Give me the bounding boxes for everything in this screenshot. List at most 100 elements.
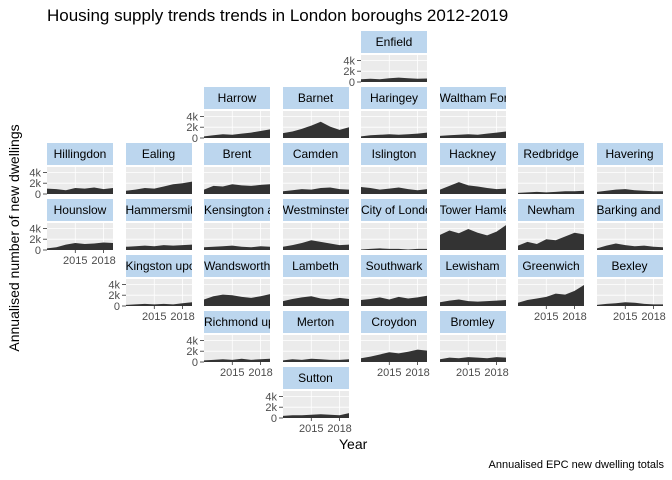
x-axis-title: Year [339, 436, 368, 452]
facet-strip-label: Brent [204, 143, 270, 165]
x-tick-label: 2015 [377, 367, 401, 379]
facet-barking-and-dagenham: Barking and Dagenham [596, 199, 663, 250]
x-axis: 2015 2018 [63, 250, 116, 267]
facet-strip-label: Barnet [282, 87, 349, 109]
facet-plot [282, 335, 349, 362]
facet-strip-label: Westminster [282, 199, 349, 221]
facet-newham: Newham [518, 199, 584, 250]
facet-strip-label: Havering [596, 143, 663, 165]
area-series-merton [282, 358, 349, 362]
area-series-richmond-upon-thames [204, 358, 270, 362]
y-tick-label: 0 [35, 245, 41, 257]
facet-havering: Havering [596, 143, 663, 194]
facet-city-of-london: City of London [361, 199, 427, 250]
x-axis: 2015 2018 [299, 418, 351, 435]
area-series-wandsworth [204, 294, 270, 306]
facet-plot [204, 111, 270, 138]
facet-plot [47, 223, 113, 250]
facet-redbridge: Redbridge [518, 143, 584, 194]
area-series-lewisham [439, 299, 506, 306]
facet-kensington-and-chelsea: Kensington and Chelsea [204, 199, 270, 250]
x-tick-label: 2015 [299, 423, 323, 435]
facet-plot [361, 279, 427, 306]
y-tick-label: 0 [270, 413, 276, 425]
x-axis: 2015 2018 [220, 362, 273, 379]
plot-background [518, 167, 584, 194]
facet-strip-label: Bromley [439, 311, 506, 333]
facet-strip-label: Ealing [125, 143, 192, 165]
area-series-bromley [439, 357, 506, 362]
facet-hackney: Hackney [439, 143, 506, 194]
facet-croydon: Croydon [361, 311, 427, 362]
facet-plot [125, 223, 192, 250]
y-tick-label: 4k [186, 111, 198, 123]
plot-background [282, 391, 349, 418]
facet-plot [204, 279, 270, 306]
x-tick-label: 2018 [327, 423, 351, 435]
facet-kingston-upon-thames: Kingston upon Thames [125, 255, 192, 306]
x-tick-label: 2015 [613, 311, 637, 323]
facet-plot [361, 335, 427, 362]
area-series-city-of-london [361, 248, 427, 250]
facet-brent: Brent [204, 143, 270, 194]
area-series-islington [361, 186, 427, 194]
facet-strip-label: Redbridge [518, 143, 584, 165]
plot-background [282, 335, 349, 362]
facet-richmond-upon-thames: Richmond upon Thames [204, 311, 270, 362]
y-tick-label: 2k [29, 178, 41, 190]
facet-plot [282, 279, 349, 306]
plot-background [361, 223, 427, 250]
x-tick-label: 2015 [456, 367, 480, 379]
facet-lambeth: Lambeth [282, 255, 349, 306]
facet-plot [596, 167, 663, 194]
facet-plot [282, 167, 349, 194]
area-series-havering [596, 189, 663, 194]
facet-strip-label: Kingston upon Thames [125, 255, 192, 277]
y-tick-label: 2k [108, 290, 120, 302]
plot-background [596, 167, 663, 194]
area-series-waltham-forest [439, 131, 506, 138]
facet-plot [125, 167, 192, 194]
facet-strip-label: Lewisham [439, 255, 506, 277]
facet-strip-label: Harrow [204, 87, 270, 109]
area-series-croydon [361, 349, 427, 362]
x-axis: 2015 2018 [142, 306, 194, 323]
y-tick-label: 0 [35, 189, 41, 201]
area-series-haringey [361, 132, 427, 138]
facet-plot [361, 55, 427, 82]
facet-plot [518, 167, 584, 194]
facet-lewisham: Lewisham [439, 255, 506, 306]
area-series-sutton [282, 413, 349, 418]
facet-bexley: Bexley [596, 255, 663, 306]
facet-plot [47, 167, 113, 194]
area-series-hackney [439, 182, 506, 194]
plot-background [125, 279, 192, 306]
x-axis: 2015 2018 [613, 306, 665, 323]
x-tick-label: 2018 [484, 367, 508, 379]
x-axis: 2015 2018 [534, 306, 587, 323]
facet-strip-label: Kensington and Chelsea [204, 199, 270, 221]
facet-strip-label: Tower Hamlets [439, 199, 506, 221]
facet-strip-label: Bexley [596, 255, 663, 277]
facet-enfield: Enfield [361, 31, 427, 82]
plot-background [361, 111, 427, 138]
chart-title: Housing supply trends trends in London b… [47, 6, 509, 25]
facet-strip-label: Haringey [361, 87, 427, 109]
y-tick-label: 4k [265, 391, 277, 403]
facet-plot [439, 335, 506, 362]
area-series-newham [518, 232, 584, 250]
facet-plot [282, 111, 349, 138]
y-tick-label: 2k [29, 234, 41, 246]
facet-strip-label: Wandsworth [204, 255, 270, 277]
facet-hillingdon: Hillingdon [47, 143, 113, 194]
area-series-southwark [361, 295, 427, 306]
y-tick-label: 2k [186, 346, 198, 358]
facet-plot [439, 223, 506, 250]
plot-background [596, 279, 663, 306]
facet-plot [596, 279, 663, 306]
facet-strip-label: Waltham Forest [439, 87, 506, 109]
